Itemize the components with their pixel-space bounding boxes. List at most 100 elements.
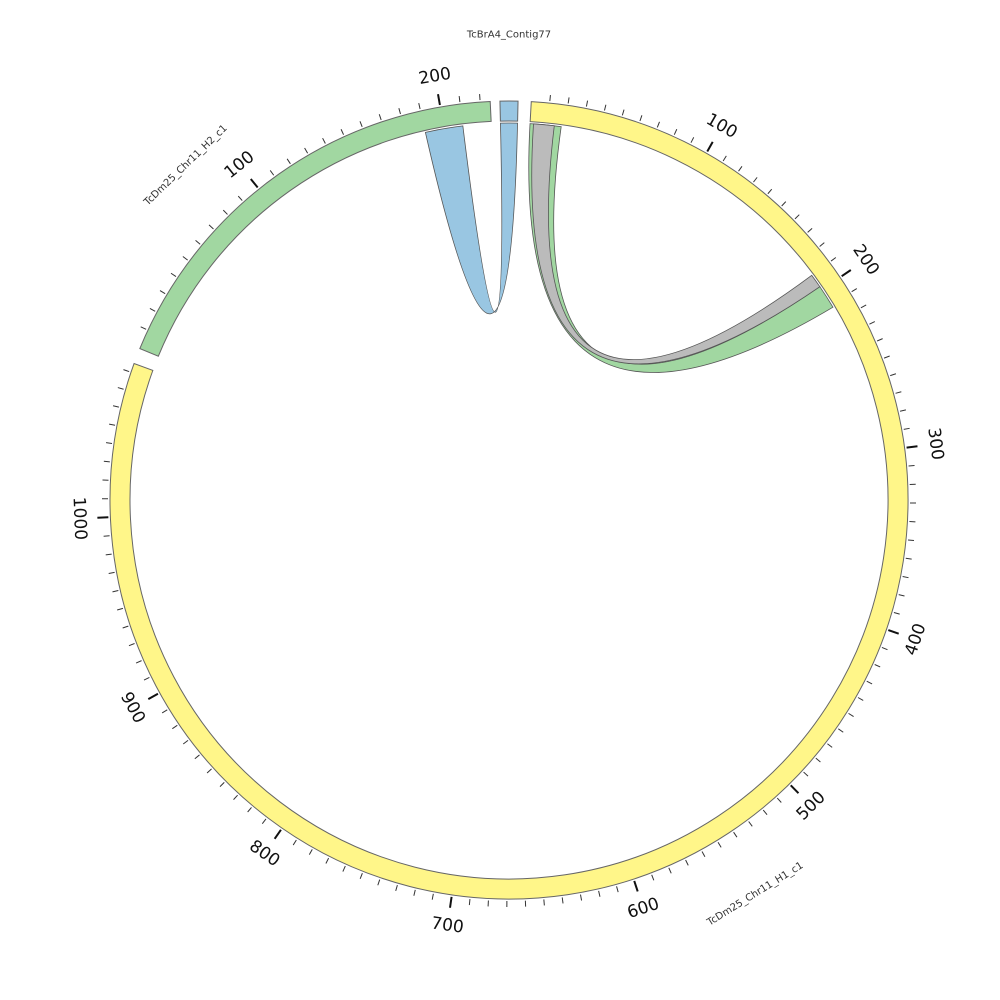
minor-tick-h2-160: [359, 121, 363, 128]
minor-tick-h1-1060: [112, 405, 120, 408]
major-tick-h1-100: [706, 141, 714, 152]
minor-tick-h1-60: [639, 115, 643, 122]
minor-tick-h1-650: [543, 899, 545, 906]
minor-tick-h1-410: [881, 646, 888, 651]
minor-tick-h1-430: [866, 680, 873, 685]
minor-tick-h1-90: [690, 137, 695, 143]
minor-tick-h1-290: [903, 427, 910, 430]
minor-tick-h1-350: [907, 539, 915, 542]
minor-tick-h1-460: [838, 728, 844, 733]
links-group: [424, 122, 834, 373]
minor-tick-h1-510: [776, 797, 782, 803]
minor-tick-h1-470: [827, 743, 833, 748]
link-ribbon-3: [531, 123, 821, 365]
minor-tick-h1-950: [117, 607, 124, 611]
minor-tick-h2-20: [149, 307, 156, 312]
minor-tick-h1-990: [103, 535, 110, 537]
major-tick-h1-900: [147, 692, 159, 700]
minor-tick-h1-10: [549, 95, 551, 102]
major-tick-h1-300: [906, 445, 918, 449]
major-tick-h1-700: [449, 896, 453, 908]
minor-tick-h1-850: [206, 768, 212, 774]
minor-tick-h1-880: [172, 724, 178, 730]
tick-label-h1-600: 600: [625, 894, 662, 923]
tick-label-h1-300: 300: [923, 426, 947, 461]
minor-tick-h2-30: [159, 290, 166, 295]
minor-tick-h1-50: [621, 109, 625, 116]
tick-label-h1-900: 900: [116, 689, 149, 727]
minor-tick-h1-70: [656, 121, 660, 128]
segment-label-contig77: TcBrA4_Contig77: [466, 30, 551, 41]
ideogram-ring: [109, 100, 909, 900]
minor-tick-h1-480: [815, 757, 821, 763]
minor-tick-h1-870: [182, 739, 189, 745]
minor-tick-h1-750: [359, 873, 363, 879]
minor-tick-h1-640: [561, 897, 564, 904]
minor-tick-h1-970: [108, 571, 115, 574]
major-tick-h2-200: [437, 93, 441, 106]
minor-tick-h1-590: [651, 874, 655, 881]
minor-tick-h1-580: [668, 867, 672, 874]
minor-tick-h1-710: [431, 893, 434, 900]
minor-tick-h1-120: [738, 165, 743, 172]
minor-tick-h2-40: [170, 272, 177, 278]
minor-tick-h2-170: [378, 114, 382, 121]
minor-tick-h1-440: [857, 697, 864, 701]
minor-tick-h1-230: [869, 321, 876, 325]
minor-tick-h2-190: [418, 103, 421, 110]
minor-tick-h2-120: [286, 158, 291, 165]
minor-tick-h1-1030: [103, 460, 110, 463]
minor-tick-h1-610: [616, 886, 619, 893]
minor-tick-h1-1050: [109, 423, 116, 426]
minor-tick-h2-10: [140, 326, 147, 330]
minor-tick-h1-760: [342, 865, 346, 872]
minor-tick-h1-930: [128, 643, 135, 647]
minor-tick-h1-810: [261, 818, 267, 825]
minor-tick-h1-420: [874, 664, 881, 668]
segment-label-h1: TcDm25_Chr11_H1_c1: [705, 860, 806, 929]
tick-label-h1-200: 200: [848, 241, 883, 279]
tick-label-h1-1000: 1000: [68, 496, 90, 540]
minor-tick-h1-980: [105, 553, 112, 556]
minor-tick-h1-380: [898, 594, 905, 597]
minor-tick-h1-450: [848, 712, 854, 718]
minor-tick-h1-570: [685, 859, 689, 866]
minor-tick-h1-770: [325, 857, 330, 864]
minor-tick-h1-620: [598, 890, 601, 897]
minor-tick-h2-50: [182, 256, 188, 261]
tick-label-h2-200: 200: [417, 64, 452, 89]
segment-h1: [109, 101, 909, 900]
minor-tick-h1-130: [753, 177, 758, 183]
major-tick-h1-800: [273, 829, 282, 840]
minor-tick-h1-150: [781, 201, 787, 207]
minor-tick-h1-370: [902, 576, 909, 579]
minor-tick-h1-560: [701, 851, 706, 857]
minor-tick-h1-830: [233, 794, 238, 800]
minor-tick-h2-150: [340, 129, 345, 135]
minor-tick-h2-180: [398, 108, 401, 115]
tick-label-h1-100: 100: [703, 110, 741, 143]
minor-tick-h1-790: [292, 839, 297, 846]
minor-tick-h1-80: [673, 128, 678, 135]
minor-tick-h1-820: [247, 807, 252, 813]
minor-tick-h1-140: [767, 188, 773, 195]
tick-label-h1-400: 400: [901, 621, 930, 658]
minor-tick-h2-130: [304, 147, 309, 154]
segment-contig77: [499, 100, 519, 122]
minor-tick-h1-210: [851, 288, 858, 293]
minor-tick-h1-720: [413, 889, 416, 896]
minor-tick-h1-780: [308, 849, 313, 855]
segment-label-h2: TcDm25_Chr11_H2_c1: [142, 123, 230, 209]
minor-tick-h1-270: [895, 391, 902, 394]
segment-h2: [139, 100, 492, 357]
minor-tick-h1-520: [762, 809, 768, 816]
major-tick-h1-200: [841, 269, 852, 277]
minor-tick-h1-840: [219, 782, 225, 787]
minor-tick-h1-30: [585, 100, 589, 107]
minor-tick-h2-60: [195, 240, 201, 245]
minor-tick-h1-280: [899, 409, 907, 412]
minor-tick-h1-390: [893, 611, 900, 615]
minor-tick-h1-530: [748, 821, 753, 827]
